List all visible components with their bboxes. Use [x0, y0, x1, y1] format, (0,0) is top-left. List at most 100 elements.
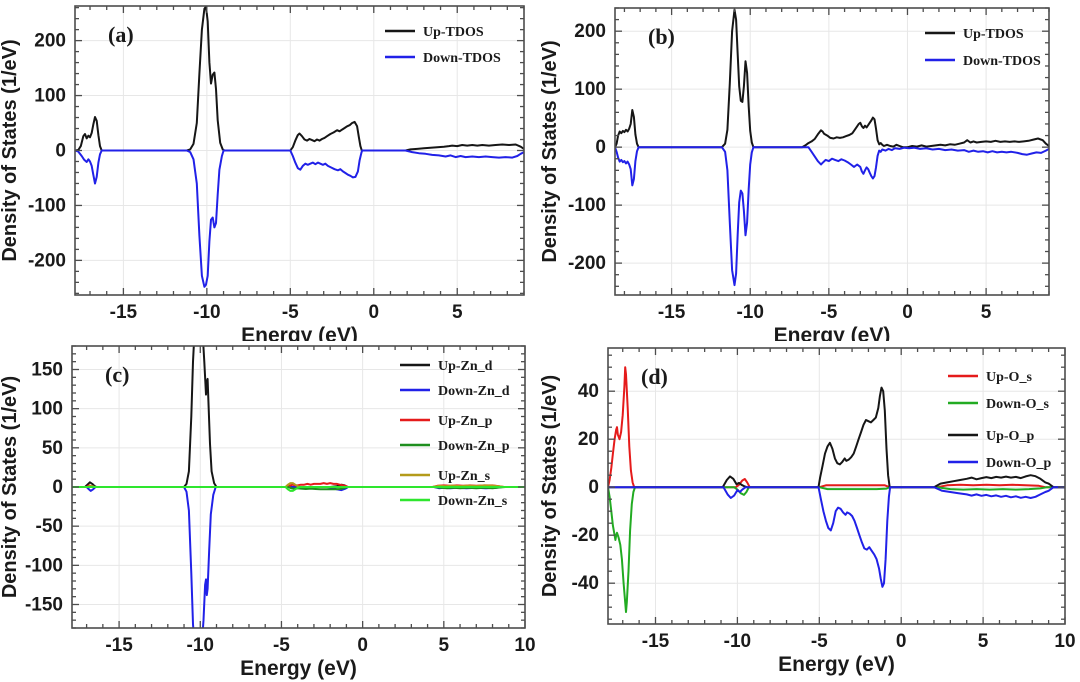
x-tick-label: 5: [981, 302, 992, 323]
series-group: [72, 346, 525, 628]
y-tick-label: -100: [25, 555, 63, 576]
plot-frame: [614, 7, 1050, 296]
panel-b: -15 -10 -5 0 5 -200 -100 0 100 200 Energy (eV) Dens…: [540, 0, 1080, 341]
x-tick-label: -15: [642, 631, 670, 652]
x-tick-label: 5: [452, 302, 463, 323]
x-tick-label: -5: [282, 302, 299, 323]
x-tick-label: 5: [439, 635, 450, 656]
y-tick-label: 0: [55, 141, 66, 162]
x-tick-label: 0: [357, 635, 368, 656]
x-tick-label: -15: [110, 302, 138, 323]
x-tick-label: 0: [902, 302, 913, 323]
y-tick-label: -200: [568, 253, 606, 274]
series-group: [75, 6, 524, 288]
y-tick-label: 0: [588, 477, 599, 498]
y-axis-label: Density of States (1/eV): [0, 39, 21, 261]
series-Up-TDOS: [615, 8, 1049, 149]
x-tick-label: -5: [273, 635, 290, 656]
series-group: [608, 366, 1065, 613]
y-tick-label: 100: [31, 399, 63, 420]
series-Down-TDOS: [615, 146, 1049, 287]
series-Down-O_s: [608, 486, 1065, 613]
y-tick-label: 0: [52, 477, 63, 498]
legend: Up-TDOS Down-TDOS: [925, 27, 1041, 69]
y-tick-label: 40: [578, 381, 599, 402]
x-tick-label: -10: [193, 302, 220, 323]
x-tick-label: 10: [1054, 631, 1075, 652]
legend-label-Down-Zn_s: Down-Zn_s: [438, 494, 508, 509]
y-tick-label: -100: [568, 195, 606, 216]
legend-label-Up-O_p: Up-O_p: [986, 429, 1034, 444]
x-tick-label: -15: [105, 635, 133, 656]
series-Up-O_s: [608, 366, 1065, 489]
legend-label-Up-TDOS: Up-TDOS: [963, 27, 1024, 42]
legend-label-Down-TDOS: Down-TDOS: [963, 54, 1041, 69]
series-Up-O_p: [608, 386, 1065, 489]
legend: Up-O_s Down-O_s Up-O_p Down-O_p: [948, 370, 1052, 471]
y-tick-label: 200: [34, 31, 66, 52]
legend: Up-TDOS Down-TDOS: [385, 25, 501, 66]
series-group: [615, 8, 1049, 287]
panel-a-chart: -15 -10 -5 0 5 -200 -100 0 100 200 Energy (eV) Dens…: [0, 5, 525, 341]
axis-ticks: [615, 7, 1050, 295]
y-tick-label: -200: [28, 250, 66, 271]
series-Down-O_p: [608, 486, 1065, 588]
x-axis-label: Energy (eV): [241, 324, 358, 341]
gridlines: [75, 6, 524, 295]
panel-c: -15 -10 -5 0 5 10 -150 -100 -50 0 50 100 150 Energy (…: [0, 341, 540, 682]
legend-label-Down-Zn_p: Down-Zn_p: [438, 439, 510, 454]
legend-label-Up-TDOS: Up-TDOS: [423, 25, 484, 40]
y-axis-label: Density of States (1/eV): [0, 376, 21, 598]
series-Down-Zn_d: [72, 486, 525, 628]
panel-a: -15 -10 -5 0 5 -200 -100 0 100 200 Energy (eV) Dens…: [0, 0, 540, 341]
y-tick-label: 20: [578, 429, 599, 450]
panel-label-d: (d): [641, 364, 668, 389]
y-tick-label: 200: [574, 21, 606, 42]
y-tick-label: 50: [42, 438, 63, 459]
axis-ticks: [608, 348, 1066, 624]
panel-label-b: (b): [648, 24, 675, 49]
y-tick-label: -50: [36, 516, 63, 537]
y-tick-label: 0: [595, 137, 606, 158]
y-tick-label: 100: [34, 86, 66, 107]
x-tick-label: 0: [896, 631, 907, 652]
x-tick-label: -15: [658, 302, 686, 323]
series-Down-TDOS: [75, 149, 524, 288]
legend-label-Up-O_s: Up-O_s: [986, 370, 1032, 385]
y-tick-label: -20: [572, 525, 599, 546]
x-tick-label: 10: [514, 635, 535, 656]
y-axis-label: Density of States (1/eV): [540, 375, 561, 597]
x-tick-label: -5: [820, 302, 837, 323]
panel-d-chart: -15 -10 -5 0 5 10 -40 -20 0 20 40 Energy (eV) Densit…: [540, 347, 1076, 676]
axis-ticks: [75, 6, 525, 295]
panel-label-a: (a): [108, 22, 134, 47]
x-tick-label: 5: [978, 631, 989, 652]
series-Down-Zn_s: [72, 486, 525, 492]
y-tick-label: 150: [31, 360, 63, 381]
panel-label-c: (c): [105, 362, 129, 387]
y-axis-label: Density of States (1/eV): [540, 40, 561, 262]
legend-label-Down-TDOS: Down-TDOS: [423, 51, 501, 66]
panel-d: -15 -10 -5 0 5 10 -40 -20 0 20 40 Energy (eV) Densit…: [540, 341, 1080, 682]
x-axis-label: Energy (eV): [778, 653, 895, 676]
x-tick-label: -10: [736, 302, 763, 323]
x-tick-label: 0: [368, 302, 379, 323]
x-tick-label: -5: [811, 631, 828, 652]
legend-label-Up-Zn_p: Up-Zn_p: [438, 414, 493, 429]
y-tick-label: -40: [572, 573, 599, 594]
axis-ticks: [72, 345, 526, 629]
x-tick-label: -10: [187, 635, 214, 656]
y-tick-label: 100: [574, 79, 606, 100]
legend-label-Down-O_s: Down-O_s: [986, 397, 1050, 412]
legend-label-Down-Zn_d: Down-Zn_d: [438, 384, 510, 399]
legend: Up-Zn_d Down-Zn_d Up-Zn_p Down-Zn_p Up-Zn_s D…: [400, 359, 510, 509]
y-tick-label: -100: [28, 195, 66, 216]
x-tick-label: -10: [724, 631, 751, 652]
y-tick-label: -150: [25, 595, 63, 616]
legend-label-Up-Zn_d: Up-Zn_d: [438, 359, 493, 374]
plot-frame: [607, 347, 1066, 625]
legend-label-Down-O_p: Down-O_p: [986, 456, 1052, 471]
panel-b-chart: -15 -10 -5 0 5 -200 -100 0 100 200 Energy (eV) Dens…: [540, 7, 1050, 341]
